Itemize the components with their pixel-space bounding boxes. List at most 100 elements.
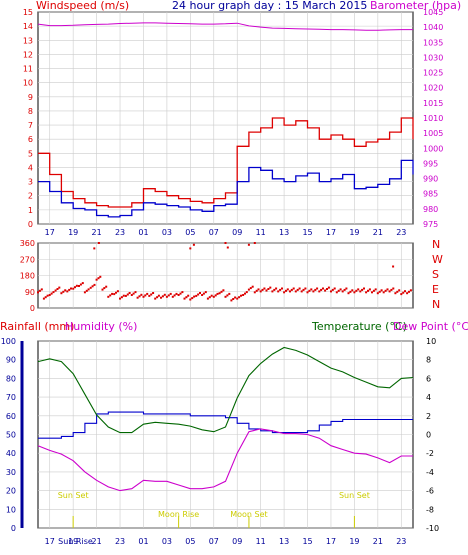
direction-point [101,288,104,291]
direction-point [263,287,266,290]
wind-y-tick: 4 [28,163,33,172]
direction-point [310,288,313,291]
wind-y-tick: 0 [28,220,33,229]
wind-x-tick: 23 [115,228,125,237]
direction-point [222,289,225,292]
rainfall-label: Rainfall (mm) [0,320,74,333]
direction-point [120,296,123,299]
direction-point [40,288,43,291]
direction-point [253,291,256,294]
direction-point [339,288,342,291]
direction-point [343,288,346,291]
compass-letter: E [432,283,439,296]
direction-point [64,289,67,292]
direction-point [93,247,96,250]
direction-point [60,292,63,295]
direction-point [97,277,100,280]
temp-y-tick: 8 [426,356,431,365]
wind-x-tick: 17 [326,228,336,237]
temp-y-tick: -10 [426,524,439,533]
direction-point [130,294,133,296]
compass-letter: N [432,238,440,251]
direction-point [107,295,110,298]
temp-y-tick: -4 [426,468,434,477]
direction-point [349,290,352,293]
direction-point [314,288,317,291]
direction-point [271,290,274,293]
direction-point [406,292,409,295]
direction-point [87,288,90,291]
barometer-y-tick: 995 [423,159,438,168]
barometer-y-tick: 1005 [423,129,443,138]
direction-point [382,291,385,294]
direction-point [292,287,295,290]
direction-point [173,294,176,297]
temp-y-tick: 10 [426,337,436,346]
direction-point [214,294,217,297]
temp-x-tick: 03 [162,537,172,546]
direction-point [380,289,383,292]
direction-point [226,294,229,297]
direction-point [298,287,301,290]
direction-point [290,288,293,291]
direction-point [103,287,106,290]
humidity-y-tick: 90 [6,356,16,365]
direction-point [97,242,100,244]
direction-y-tick: 270 [20,255,35,264]
dewpoint-line [37,428,413,492]
windspeed-title: Windspeed (m/s) [36,0,129,12]
sunrise-tick-label: Sun Rise [58,537,93,546]
direction-point [335,291,338,294]
direction-point [191,297,194,300]
direction-point [134,291,137,294]
direction-point [142,295,145,298]
wind-x-tick: 05 [185,228,195,237]
direction-point [116,290,119,293]
direction-point [72,287,75,290]
direction-point [368,288,371,291]
direction-point [318,290,321,293]
temp-y-tick: 2 [426,412,431,421]
barometer-y-tick: 1030 [423,53,443,62]
barometer-y-tick: 985 [423,190,438,199]
barometer-y-tick: 1025 [423,69,443,78]
direction-point [409,289,412,292]
direction-point [337,289,340,292]
barometer-y-tick: 990 [423,175,438,184]
direction-point [302,288,305,291]
direction-point [79,283,82,286]
direction-point [234,296,237,299]
direction-point [304,287,307,290]
direction-point [85,289,88,292]
direction-point [345,287,348,290]
direction-point [128,292,131,294]
event-label: Moon Set [230,510,267,519]
temperature-line [37,346,414,434]
direction-point [38,289,41,292]
direction-y-tick: 360 [20,239,35,248]
direction-point [202,292,205,295]
temp-y-tick: 0 [426,431,431,440]
humidity-y-tick: 60 [6,412,16,421]
direction-point [212,295,215,298]
wind-y-tick: 8 [28,107,33,116]
direction-point [46,294,49,297]
wind-x-tick: 03 [162,228,172,237]
temp-x-tick: 19 [68,537,78,546]
wind-y-tick: 5 [28,149,33,158]
direction-point [48,294,51,296]
barometer-y-tick: 1015 [423,99,443,108]
temp-x-tick: 07 [209,537,219,546]
direction-point [189,298,192,301]
humidity-label: Humidity (%) [65,320,137,333]
temperature-label: Temperature (°C) [311,320,407,333]
direction-point [192,243,195,246]
direction-point [306,291,309,294]
temp-y-tick: -6 [426,487,434,496]
direction-point [371,291,373,294]
humidity-line [38,411,413,439]
humidity-y-tick: 30 [6,468,16,477]
direction-point [163,293,166,296]
humidity-y-tick: 10 [6,505,16,514]
